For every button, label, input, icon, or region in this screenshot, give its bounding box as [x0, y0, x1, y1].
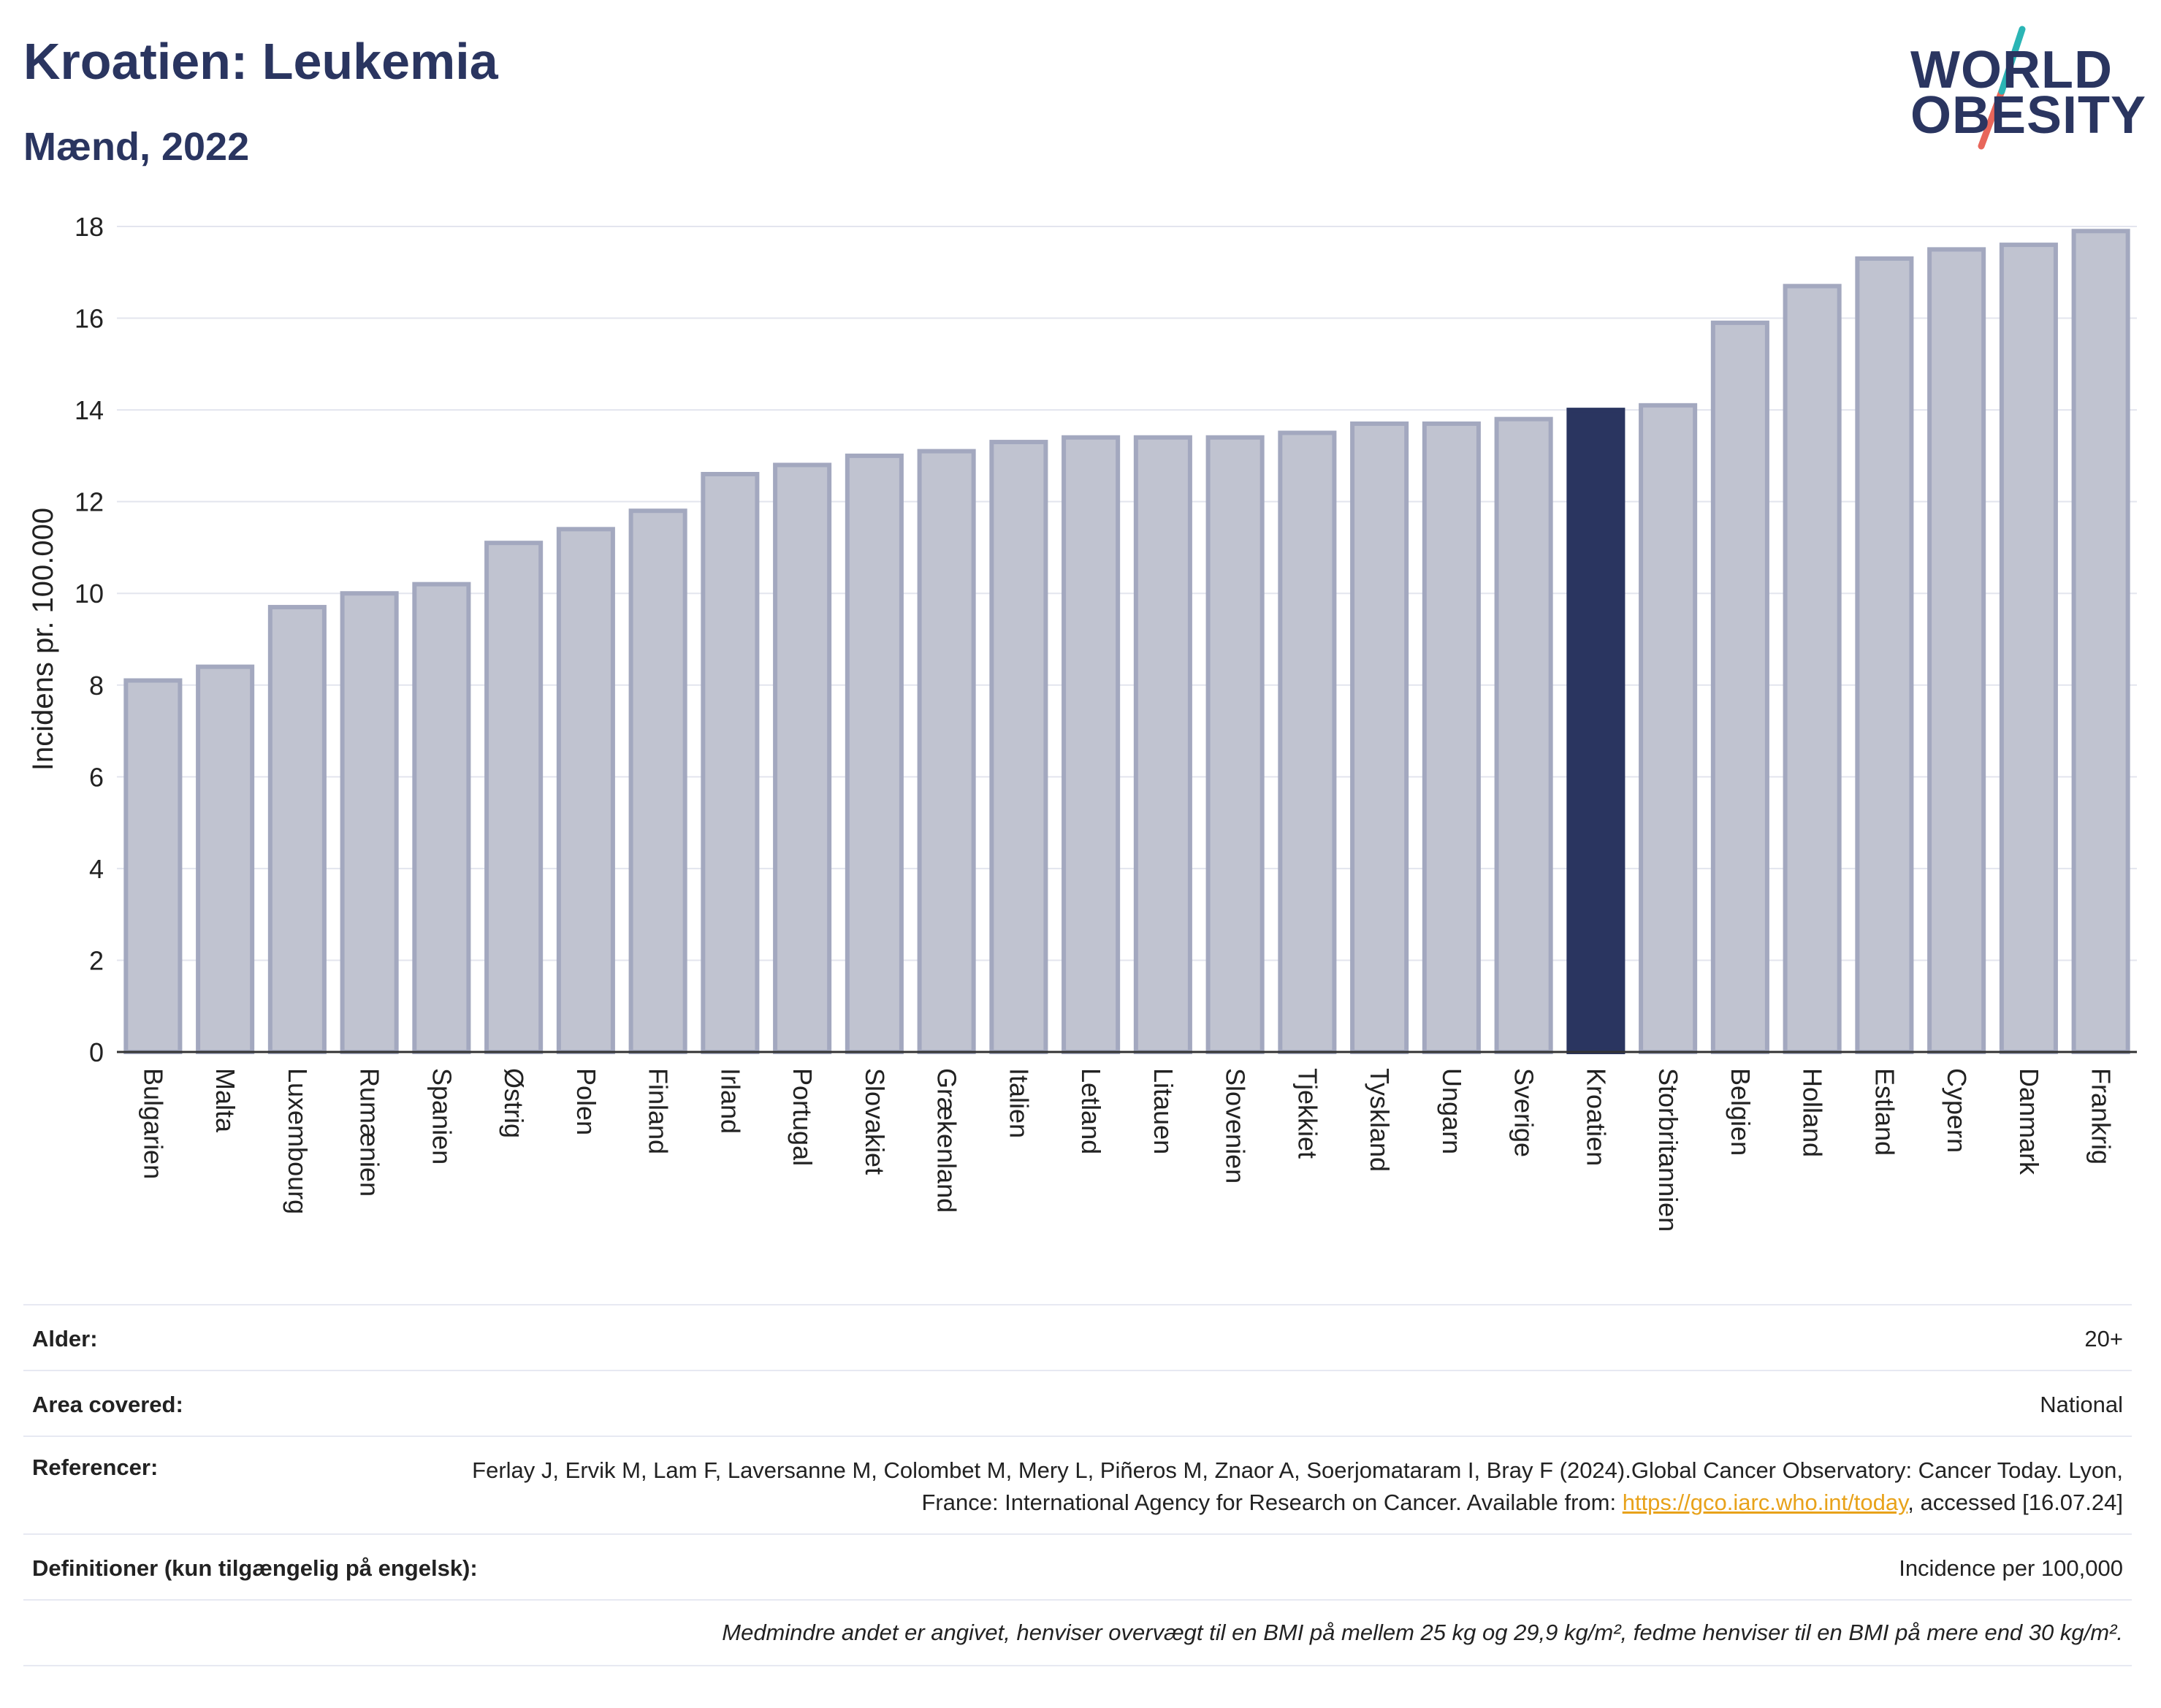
x-tick-label: Letland	[1076, 1068, 1106, 1154]
x-tick-label: Slovenien	[1221, 1068, 1251, 1183]
definitions-label: Definitioner (kun tilgængelig på engelsk…	[32, 1555, 478, 1581]
y-tick-label: 0	[89, 1037, 104, 1067]
bar-irland	[701, 472, 760, 1054]
area-label: Area covered:	[32, 1392, 183, 1417]
info-table: Alder: 20+ Area covered: National Refere…	[23, 1304, 2132, 1666]
x-tick-label: Storbritannien	[1653, 1068, 1683, 1232]
bar-finland	[628, 508, 687, 1054]
x-tick-label: Grækenland	[932, 1068, 962, 1213]
x-tick-label: Irland	[715, 1068, 745, 1134]
bar-belgien	[1710, 320, 1769, 1055]
bar-holland	[1783, 283, 1842, 1055]
references-value: Ferlay J, Ervik M, Lam F, Laversanne M, …	[443, 1455, 2123, 1519]
x-tick-label: Cypern	[1942, 1068, 1972, 1153]
y-tick-label: 4	[89, 854, 104, 884]
x-tick-label: Rumænien	[355, 1068, 385, 1197]
bar-italien	[989, 440, 1048, 1054]
x-tick-label: Estland	[1870, 1068, 1899, 1156]
y-tick-label: 16	[75, 304, 104, 334]
bar-malta	[196, 664, 255, 1054]
x-tick-label: Sverige	[1509, 1068, 1539, 1157]
x-tick-label: Slovakiet	[860, 1068, 890, 1175]
bar-frankrig	[2071, 229, 2130, 1054]
logo-word-world: WORLD	[1910, 41, 2113, 99]
bar-danmark	[1999, 243, 2058, 1055]
bar-spanien	[412, 582, 471, 1054]
y-tick-label: 18	[75, 212, 104, 242]
x-tick-label: Belgien	[1726, 1068, 1756, 1156]
age-value: 20+	[2084, 1326, 2123, 1351]
bar-letland	[1062, 435, 1121, 1054]
references-link[interactable]: https://gco.iarc.who.int/today	[1622, 1490, 1908, 1515]
x-tick-label: Tjekkiet	[1292, 1068, 1322, 1159]
x-tick-label: Danmark	[2014, 1068, 2044, 1175]
y-tick-label: 12	[75, 487, 104, 517]
page-title: Kroatien: Leukemia	[23, 33, 498, 90]
y-tick-label: 6	[89, 762, 104, 792]
info-row-area: Area covered: National	[23, 1370, 2132, 1436]
x-tick-label: Ungarn	[1437, 1068, 1467, 1154]
bar-tyskland	[1350, 421, 1409, 1054]
world-obesity-logo: WORLD OBESITY	[1899, 22, 2148, 153]
bar-bulgarien	[123, 678, 183, 1054]
footnote: Medmindre andet er angivet, henviser ove…	[23, 1599, 2132, 1666]
bar-rumænien	[340, 591, 399, 1054]
references-label: Referencer:	[32, 1455, 159, 1480]
info-row-definitions: Definitioner (kun tilgængelig på engelsk…	[23, 1533, 2132, 1599]
references-accessed: , accessed [16.07.24]	[1907, 1490, 2123, 1515]
y-tick-label: 14	[75, 395, 104, 425]
bar-kroatien	[1566, 408, 1625, 1054]
bar-østrig	[484, 541, 544, 1054]
bar-slovenien	[1205, 435, 1265, 1054]
y-axis-title: Incidens pr. 100.000	[27, 508, 59, 771]
page-subtitle: Mænd, 2022	[23, 125, 250, 169]
bar-sverige	[1494, 416, 1553, 1054]
x-tick-label: Luxembourg	[283, 1068, 313, 1214]
x-tick-label: Malta	[210, 1068, 240, 1133]
info-row-age: Alder: 20+	[23, 1304, 2132, 1370]
x-tick-label: Italien	[1004, 1068, 1034, 1138]
info-row-references: Referencer: Ferlay J, Ervik M, Lam F, La…	[23, 1436, 2132, 1533]
bar-storbritannien	[1639, 403, 1698, 1054]
age-label: Alder:	[32, 1326, 98, 1351]
x-tick-label: Finland	[644, 1068, 674, 1154]
y-tick-label: 10	[75, 579, 104, 609]
definitions-value: Incidence per 100,000	[1899, 1555, 2123, 1581]
y-tick-label: 2	[89, 945, 104, 975]
x-tick-label: Portugal	[788, 1068, 817, 1166]
x-tick-label: Spanien	[427, 1068, 457, 1164]
bar-chart: 0 2 4 6 8 10 12 14 16 18 Incidens pr. 100.000 Bulga…	[27, 212, 2137, 1232]
bar-estland	[1855, 256, 1914, 1054]
bar-luxembourg	[267, 605, 327, 1054]
bar-portugal	[773, 462, 832, 1054]
x-tick-label: Østrig	[499, 1068, 529, 1138]
bar-grækenland	[917, 449, 976, 1054]
x-tick-label: Polen	[571, 1068, 601, 1135]
references-text: Ferlay J, Ervik M, Lam F, Laversanne M, …	[472, 1457, 2123, 1515]
bar-tjekkiet	[1278, 430, 1337, 1054]
x-tick-label: Frankrig	[2086, 1068, 2116, 1164]
bar-slovakiet	[845, 453, 904, 1054]
bar-polen	[556, 527, 615, 1054]
bar-ungarn	[1422, 421, 1481, 1054]
x-tick-label: Bulgarien	[138, 1068, 168, 1179]
x-tick-label: Litauen	[1148, 1068, 1178, 1154]
x-tick-label: Holland	[1798, 1068, 1828, 1157]
logo-slash-icon	[1978, 26, 2026, 150]
x-tick-label: Kroatien	[1581, 1068, 1611, 1166]
bar-cypern	[1927, 247, 1986, 1054]
y-tick-label: 8	[89, 671, 104, 701]
x-tick-label: Tyskland	[1365, 1068, 1395, 1172]
area-value: National	[2040, 1392, 2123, 1417]
logo-word-obesity: OBESITY	[1910, 86, 2147, 145]
bar-litauen	[1133, 435, 1192, 1054]
